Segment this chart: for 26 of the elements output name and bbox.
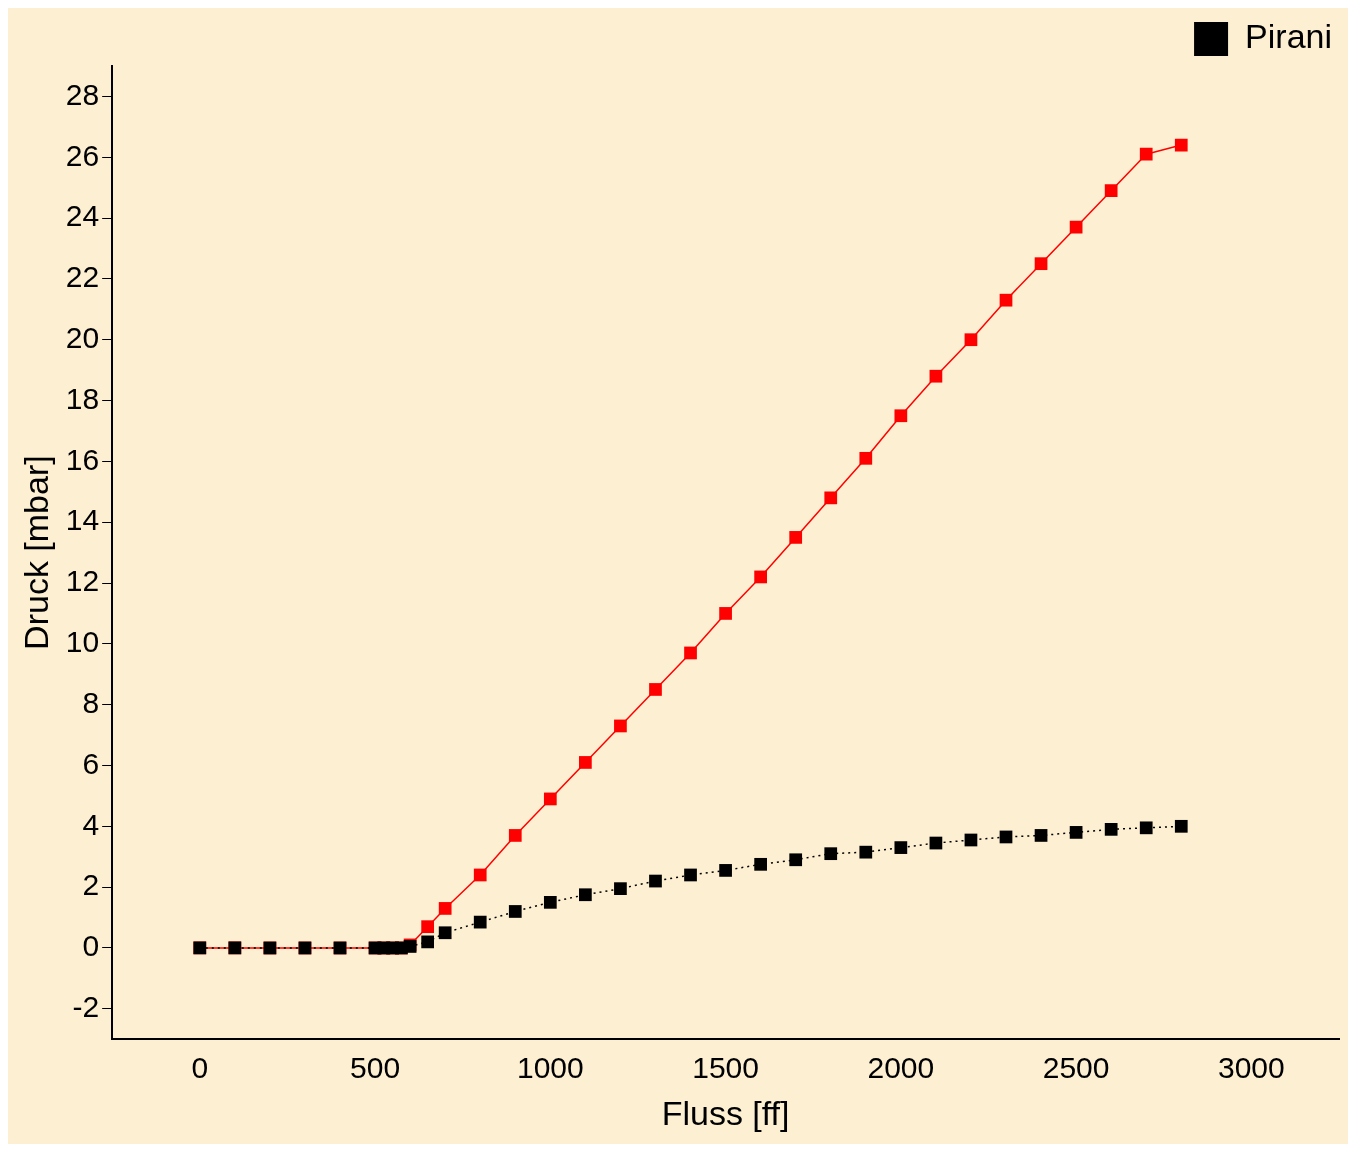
- x-axis-title: Fluss [ff]: [661, 1093, 790, 1132]
- x-tick-label: 0: [191, 1051, 209, 1085]
- y-tick-label: 28: [65, 77, 100, 111]
- y-tick-label: 26: [65, 138, 100, 172]
- y-tick-label: 16: [65, 442, 100, 476]
- y-tick-label: 18: [65, 381, 100, 415]
- y-tick-label: 20: [65, 320, 100, 354]
- y-tick-label: 8: [82, 685, 100, 719]
- y-tick-label: 22: [65, 260, 100, 294]
- x-tick-label: 1000: [516, 1051, 584, 1085]
- x-tick-label: 2500: [1042, 1051, 1110, 1085]
- x-tick-label: 500: [350, 1051, 401, 1085]
- x-tick-label: 3000: [1217, 1051, 1285, 1085]
- y-tick-label: 0: [82, 929, 100, 963]
- y-tick-label: -2: [72, 990, 100, 1024]
- y-tick-label: 10: [65, 625, 100, 659]
- y-tick-label: 4: [82, 807, 100, 841]
- legend-label: Pirani: [1245, 17, 1333, 56]
- x-tick-label: 1500: [692, 1051, 759, 1085]
- y-tick-label: 24: [65, 199, 100, 233]
- y-axis-title: Druck [mbar]: [16, 455, 55, 650]
- y-tick-label: 6: [82, 746, 100, 780]
- y-tick-label: 12: [65, 564, 100, 598]
- y-tick-label: 14: [65, 503, 100, 537]
- y-tick-label: 2: [82, 868, 100, 902]
- x-tick-label: 2000: [867, 1051, 935, 1085]
